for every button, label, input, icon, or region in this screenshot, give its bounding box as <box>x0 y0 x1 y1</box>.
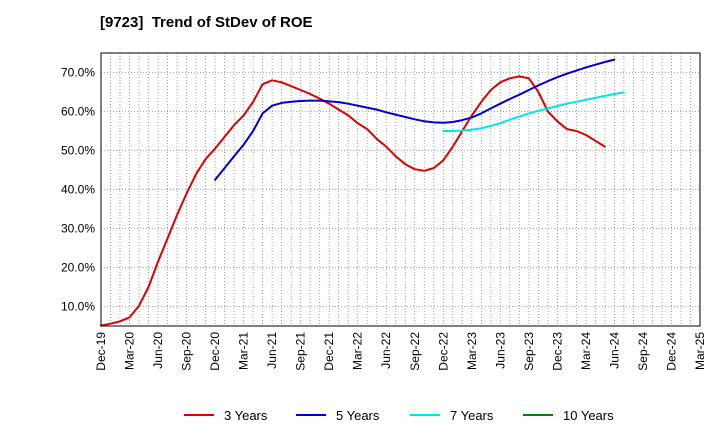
y-tick-label: 20.0% <box>61 261 95 275</box>
x-axis: Dec-19 Mar-20 Jun-20 Sep-20 Dec-20 Mar-21 Jun-… <box>94 332 707 371</box>
x-tick-label: Mar-22 <box>351 332 365 370</box>
y-tick-label: 40.0% <box>61 183 95 197</box>
x-tick-label: Dec-20 <box>208 332 222 371</box>
x-tick-label: Jun-23 <box>493 332 507 369</box>
legend-label: 5 Years <box>336 408 380 423</box>
plot-series <box>100 58 625 327</box>
x-tick-label: Dec-19 <box>94 332 108 371</box>
y-tick-label: 70.0% <box>61 66 95 80</box>
x-tick-label: Sep-22 <box>408 332 422 371</box>
x-tick-label: Dec-22 <box>436 332 450 371</box>
y-tick-label: 50.0% <box>61 144 95 158</box>
x-tick-label: Dec-24 <box>664 332 678 371</box>
series-line-3-years <box>100 75 606 327</box>
x-tick-label: Mar-23 <box>465 332 479 370</box>
x-tick-label: Jun-22 <box>379 332 393 369</box>
chart-title: [9723] Trend of StDev of ROE <box>100 14 313 31</box>
x-tick-label: Mar-21 <box>237 332 251 370</box>
x-tick-label: Sep-21 <box>294 332 308 371</box>
x-tick-label: Sep-20 <box>180 332 194 371</box>
x-tick-label: Mar-24 <box>579 332 593 370</box>
x-tick-label: Sep-24 <box>636 332 650 371</box>
y-tick-label: 10.0% <box>61 300 95 314</box>
x-tick-label: Mar-20 <box>123 332 137 370</box>
series-line-5-years <box>214 58 616 181</box>
series-line-7-years <box>442 91 625 132</box>
legend-label: 10 Years <box>563 408 614 423</box>
x-tick-label: Dec-21 <box>322 332 336 371</box>
legend: 3 Years 5 Years 7 Years 10 Years <box>184 408 614 423</box>
x-tick-label: Mar-25 <box>693 332 707 370</box>
y-tick-label: 30.0% <box>61 222 95 236</box>
plot-frame <box>100 52 701 327</box>
x-tick-label: Sep-23 <box>522 332 536 371</box>
x-tick-label: Jun-24 <box>607 332 621 369</box>
legend-label: 7 Years <box>450 408 494 423</box>
y-tick-label: 60.0% <box>61 105 95 119</box>
x-tick-label: Jun-21 <box>265 332 279 369</box>
x-tick-label: Jun-20 <box>151 332 165 369</box>
legend-label: 3 Years <box>224 408 268 423</box>
x-tick-label: Dec-23 <box>550 332 564 371</box>
y-axis: 10.0% 20.0% 30.0% 40.0% 50.0% 60.0% 70.0% <box>61 66 95 314</box>
